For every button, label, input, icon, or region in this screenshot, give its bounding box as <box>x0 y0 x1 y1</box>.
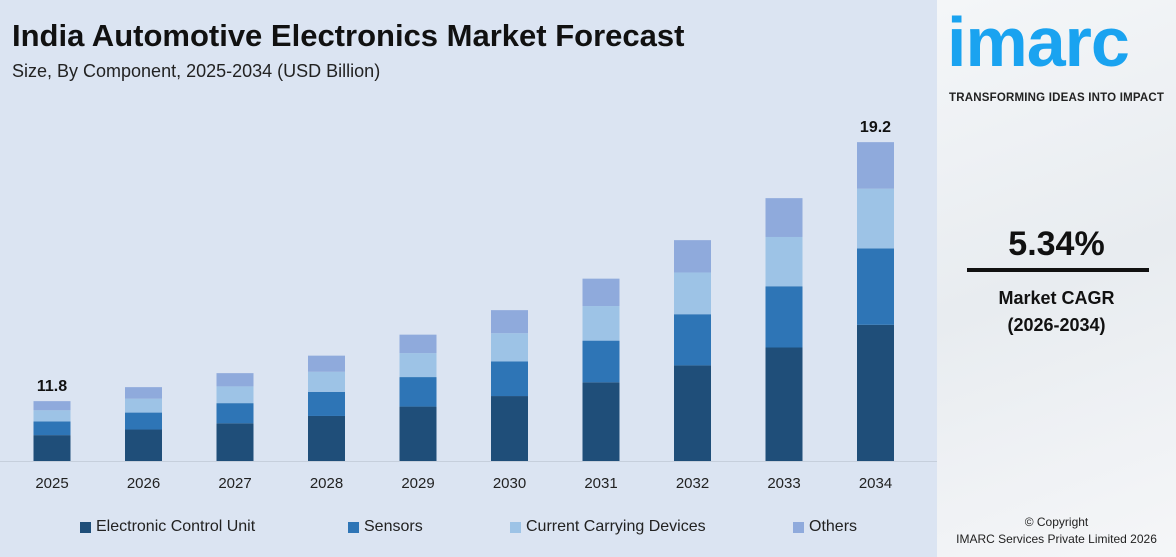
bar-segment-2028-1 <box>308 391 345 416</box>
bar-segment-2026-2 <box>125 398 162 413</box>
x-tick-label: 2028 <box>310 475 343 492</box>
bar-segment-2032-2 <box>674 272 711 315</box>
legend-label: Others <box>809 518 858 535</box>
x-tick-label: 2027 <box>218 475 251 492</box>
bar-segment-2032-0 <box>674 365 711 461</box>
legend-item: Sensors <box>348 518 423 536</box>
bar-segment-2030-2 <box>491 333 528 362</box>
bar-segment-2025-0 <box>33 435 71 461</box>
x-tick-label: 2025 <box>35 475 68 492</box>
legend-label: Sensors <box>364 518 423 535</box>
logo-tagline: TRANSFORMING IDEAS INTO IMPACT <box>949 92 1165 104</box>
stacked-bar-chart: 2025 11.8 2026 2027 2028 2029 2030 2031 2032 2033… <box>0 119 937 492</box>
bar-segment-2027-2 <box>216 386 254 404</box>
chart-subtitle: Size, By Component, 2025-2034 (USD Billi… <box>12 61 381 81</box>
info-panel: imarc TRANSFORMING IDEAS INTO IMPACT 5.3… <box>937 0 1176 557</box>
bar-segment-2028-3 <box>308 355 345 372</box>
bar-segment-2027-3 <box>216 373 254 387</box>
cagr-label: Market CAGR (2026-2034) <box>937 285 1176 339</box>
bar-segment-2033-0 <box>765 347 803 461</box>
bar-segment-2025-3 <box>33 401 71 411</box>
bar-segment-2031-0 <box>582 382 620 461</box>
x-tick-label: 2033 <box>767 475 800 492</box>
bar-segment-2025-1 <box>33 421 71 436</box>
bar-segment-2028-0 <box>308 415 345 461</box>
x-tick-label: 2030 <box>493 475 526 492</box>
bar-segment-2034-2 <box>857 188 894 249</box>
copyright-line1: © Copyright <box>1024 515 1089 529</box>
legend-item: Others <box>793 518 857 536</box>
bar-segment-2034-3 <box>857 142 894 189</box>
bar-segment-2029-2 <box>399 353 437 378</box>
imarc-logo: imarc <box>947 3 1130 81</box>
bar-segment-2033-3 <box>765 198 803 237</box>
legend-swatch <box>793 521 804 533</box>
copyright: © Copyright IMARC Services Private Limit… <box>937 514 1176 548</box>
bar-segment-2031-3 <box>582 278 620 307</box>
legend-item: Electronic Control Unit <box>80 518 255 536</box>
cagr-label-text: Market CAGR <box>998 288 1115 308</box>
legend-label: Current Carrying Devices <box>526 518 706 535</box>
copyright-line2: IMARC Services Private Limited 2026 <box>956 532 1157 546</box>
legend: Electronic Control Unit Sensors Current Ca… <box>0 518 937 540</box>
bar-segment-2026-1 <box>125 412 162 430</box>
x-tick-label: 2029 <box>401 475 434 492</box>
x-tick-label: 2032 <box>676 475 709 492</box>
bar-segment-2025-2 <box>33 410 71 422</box>
bar-segment-2029-3 <box>399 334 437 354</box>
bar-segment-2027-1 <box>216 403 254 424</box>
bar-segment-2031-1 <box>582 340 620 383</box>
bar-segment-2033-2 <box>765 236 803 287</box>
bar-segment-2031-2 <box>582 306 620 341</box>
cagr-value: 5.34% <box>1008 225 1105 263</box>
bar-segment-2034-0 <box>857 324 894 461</box>
bar-segment-2029-0 <box>399 406 437 461</box>
bar-segment-2032-3 <box>674 240 711 273</box>
cagr-period: (2026-2034) <box>1007 315 1106 335</box>
legend-label: Electronic Control Unit <box>96 518 256 535</box>
bar-segment-2033-1 <box>765 286 803 348</box>
bar-segment-2030-0 <box>491 396 528 461</box>
x-tick-label: 2034 <box>859 475 892 492</box>
bar-segment-2026-0 <box>125 429 162 461</box>
bar-segment-2027-0 <box>216 423 254 461</box>
bar-segment-2032-1 <box>674 314 711 366</box>
bar-segment-2026-3 <box>125 387 162 399</box>
chart-panel: India Automotive Electronics Market Fore… <box>0 18 937 540</box>
x-tick-label: 2031 <box>584 475 617 492</box>
x-tick-label: 2026 <box>127 475 160 492</box>
chart-title: India Automotive Electronics Market Fore… <box>12 18 685 53</box>
bar-segment-2030-3 <box>491 310 528 334</box>
bar-segment-2034-1 <box>857 248 894 325</box>
bar-segment-2029-1 <box>399 377 437 407</box>
bar-segment-2030-1 <box>491 361 528 397</box>
legend-item: Current Carrying Devices <box>510 518 706 536</box>
bar-segment-2028-2 <box>308 371 345 392</box>
data-label: 11.8 <box>37 378 67 395</box>
legend-swatch <box>348 521 359 533</box>
data-label: 19.2 <box>860 119 891 136</box>
legend-swatch <box>80 521 91 533</box>
legend-swatch <box>510 521 521 533</box>
divider <box>967 268 1149 272</box>
